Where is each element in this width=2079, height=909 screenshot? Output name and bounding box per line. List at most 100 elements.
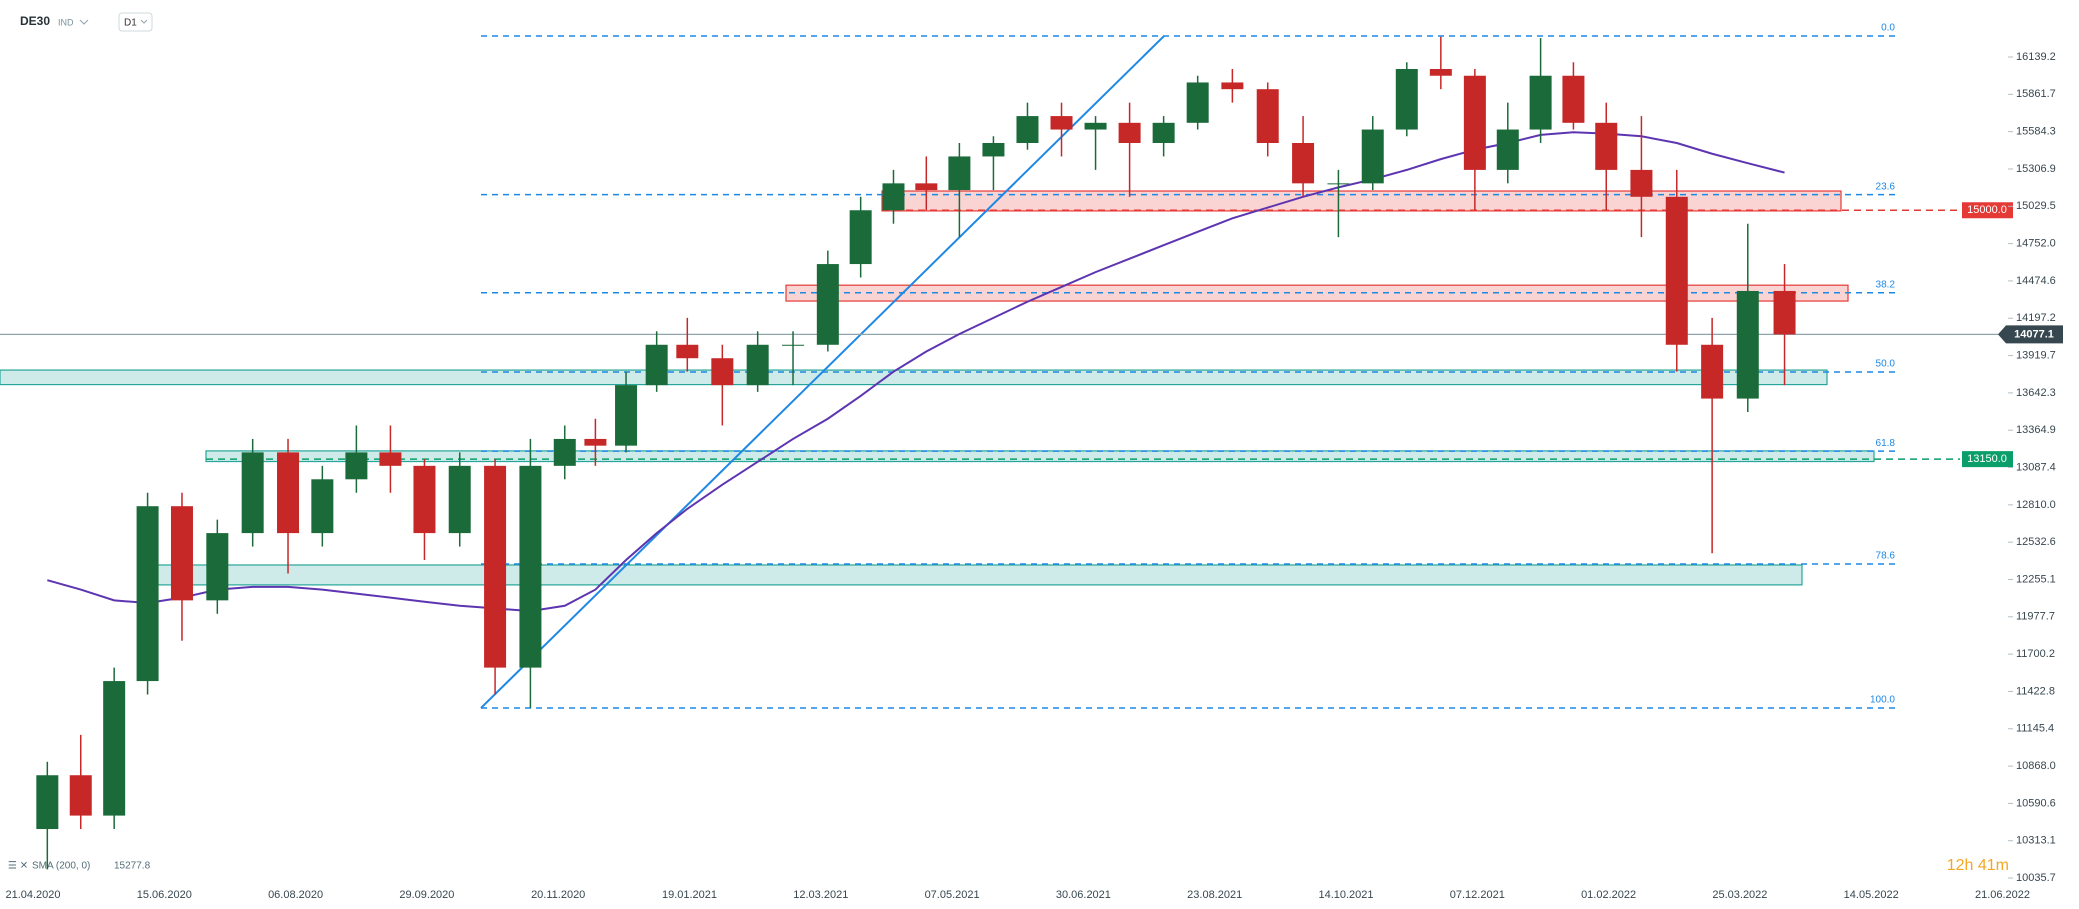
fib-label: 38.2: [1876, 279, 1896, 290]
candle-body: [1562, 75, 1585, 123]
x-tick-label: 14.05.2022: [1844, 889, 1899, 901]
level-label: 13150.0: [1967, 453, 2007, 465]
candle-body: [782, 344, 805, 346]
candle-body: [948, 156, 971, 191]
candle-body: [1395, 69, 1418, 130]
candle-body: [584, 438, 607, 446]
y-tick-label: 15584.3: [2016, 126, 2056, 138]
y-tick-label: 15306.9: [2016, 163, 2056, 175]
candle-body: [1429, 69, 1452, 76]
y-tick-label: 14474.6: [2016, 275, 2056, 287]
candle-body: [676, 344, 699, 359]
x-tick-label: 07.05.2021: [925, 889, 980, 901]
candle-body: [1736, 290, 1759, 399]
candle-body: [345, 452, 368, 480]
zone: [137, 564, 1803, 586]
level-box: [1962, 451, 2013, 468]
sma-icons[interactable]: ☰ ✕: [8, 861, 28, 872]
fib-label: 0.0: [1881, 23, 1895, 34]
x-tick-label: 21.04.2020: [5, 889, 60, 901]
market: IND: [58, 17, 74, 27]
fib-label: 100.0: [1870, 695, 1895, 706]
candle-body: [882, 183, 905, 211]
x-tick-label: 01.02.2022: [1581, 889, 1636, 901]
fib-label: 61.8: [1876, 438, 1896, 449]
y-tick-label: 14197.2: [2016, 312, 2056, 324]
candle-body: [484, 465, 507, 668]
candle-body: [1701, 344, 1724, 399]
y-tick-label: 11422.8: [2016, 685, 2055, 697]
zone: [881, 190, 1842, 212]
candle-body: [711, 358, 734, 386]
symbol[interactable]: DE30: [20, 14, 50, 28]
timeframe-caret: [140, 19, 148, 24]
candle-body: [1361, 129, 1384, 184]
candle-body: [69, 775, 92, 816]
zone: [0, 369, 1828, 386]
sma-legend: SMA (200, 0): [32, 861, 90, 872]
y-tick-label: 15029.5: [2016, 200, 2056, 212]
candle-body: [277, 452, 300, 534]
y-tick-label: 14752.0: [2016, 238, 2056, 250]
candle-body: [413, 465, 436, 534]
trendline: [480, 35, 1165, 709]
y-tick-label: 15861.7: [2016, 88, 2056, 100]
y-tick-label: 12532.6: [2016, 536, 2056, 548]
candle-body: [553, 438, 576, 466]
candle-body: [241, 452, 264, 534]
level-label: 15000.0: [1967, 204, 2007, 216]
x-tick-label: 19.01.2021: [662, 889, 717, 901]
candle-body: [36, 775, 59, 830]
candle-body: [1118, 122, 1141, 143]
x-tick-label: 23.08.2021: [1187, 889, 1242, 901]
x-tick-label: 06.08.2020: [268, 889, 323, 901]
y-tick-label: 13364.9: [2016, 424, 2056, 436]
candle-body: [1256, 89, 1279, 143]
zone: [205, 450, 1875, 463]
candle-body: [519, 465, 542, 668]
candle-body: [1152, 122, 1175, 143]
candle-body: [982, 142, 1005, 157]
y-tick-label: 12810.0: [2016, 499, 2056, 511]
fib-label: 78.6: [1876, 551, 1896, 562]
y-tick-label: 10313.1: [2016, 835, 2056, 847]
y-tick-label: 11700.2: [2016, 648, 2055, 660]
last-price-box: [1998, 325, 2063, 344]
candle-body: [816, 264, 839, 345]
y-tick-label: 10590.6: [2016, 797, 2056, 809]
timeframe-box[interactable]: [118, 12, 153, 32]
fib-label: 50.0: [1876, 359, 1896, 370]
candle-body: [1463, 75, 1486, 170]
candle-body: [615, 385, 638, 446]
candle-body: [1595, 122, 1618, 170]
symbol-dropdown[interactable]: [79, 19, 89, 25]
candle-body: [448, 465, 471, 534]
candle-body: [1292, 142, 1315, 184]
x-tick-label: 20.11.2020: [531, 889, 585, 901]
candle-body: [1327, 183, 1350, 185]
x-tick-label: 15.06.2020: [137, 889, 192, 901]
candle-body: [170, 506, 193, 601]
x-tick-label: 14.10.2021: [1318, 889, 1373, 901]
candle-body: [1186, 82, 1209, 123]
candle-body: [645, 344, 668, 386]
candle-body: [1496, 129, 1519, 170]
timeframe[interactable]: D1: [124, 18, 137, 29]
candle-body: [1084, 122, 1107, 130]
x-tick-label: 29.09.2020: [399, 889, 454, 901]
y-tick-label: 16139.2: [2016, 51, 2056, 63]
countdown: 12h 41m: [1947, 857, 2009, 874]
y-tick-label: 12255.1: [2016, 573, 2056, 585]
y-tick-label: 10868.0: [2016, 760, 2056, 772]
candle-body: [379, 452, 402, 466]
y-tick-label: 11977.7: [2016, 611, 2055, 623]
y-tick-label: 13087.4: [2016, 461, 2056, 473]
candle-body: [1773, 290, 1796, 335]
x-tick-label: 25.03.2022: [1712, 889, 1767, 901]
y-tick-label: 11145.4: [2016, 723, 2054, 735]
x-tick-label: 07.12.2021: [1450, 889, 1505, 901]
x-tick-label: 21.06.2022: [1975, 889, 2030, 901]
x-tick-label: 30.06.2021: [1056, 889, 1111, 901]
